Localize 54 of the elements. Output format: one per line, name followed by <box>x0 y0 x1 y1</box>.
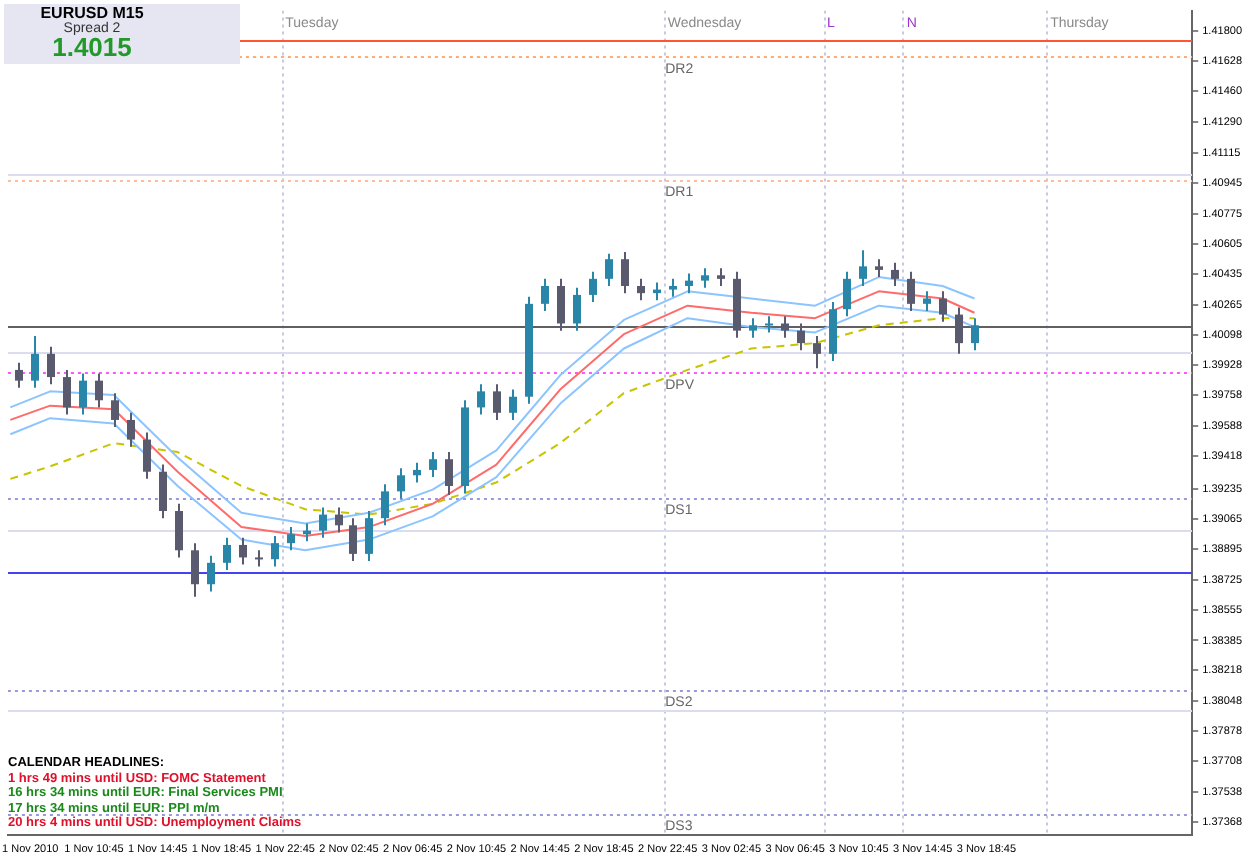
candlestick <box>541 277 549 312</box>
candlestick <box>159 463 167 520</box>
candlestick <box>939 290 947 323</box>
candlestick <box>365 510 373 563</box>
candlestick <box>955 306 963 355</box>
candlestick <box>397 467 405 500</box>
candlestick <box>191 542 199 598</box>
candlestick <box>797 322 805 352</box>
candlestick <box>31 334 39 389</box>
candlestick <box>605 252 613 287</box>
candlestick <box>477 383 485 416</box>
candlestick <box>859 249 867 287</box>
candlestick <box>127 411 135 448</box>
candlestick <box>349 517 357 563</box>
candlestick <box>207 554 215 593</box>
line-series <box>9 317 976 516</box>
candlestick <box>749 317 757 339</box>
candlestick <box>95 372 103 409</box>
candlestick <box>79 372 87 416</box>
candlestick <box>319 506 327 539</box>
candlestick <box>143 431 151 480</box>
candlestick <box>971 317 979 352</box>
candlestick <box>175 502 183 559</box>
candlestick <box>813 334 821 370</box>
candlestick <box>781 315 789 339</box>
candlestick <box>573 286 581 332</box>
candlestick <box>381 483 389 527</box>
candlestick <box>493 383 501 421</box>
candlestick <box>637 277 645 302</box>
candlestick <box>287 526 295 552</box>
candlestick <box>413 461 421 484</box>
candlestick <box>63 368 71 416</box>
candlestick <box>223 536 231 571</box>
candlestick <box>47 345 55 386</box>
candlestick <box>907 270 915 312</box>
candlestick <box>429 451 437 479</box>
candlestick <box>509 388 517 421</box>
candlestick <box>685 272 693 295</box>
candlestick <box>239 536 247 566</box>
annotation: 1.4015 <box>50 32 134 62</box>
candlestick <box>923 290 931 312</box>
candlestick <box>15 361 23 389</box>
candlestick <box>829 301 837 362</box>
candlestick <box>589 270 597 304</box>
candlestick <box>271 535 279 568</box>
candlestick <box>557 277 565 332</box>
chart-title: EURUSD M15 <box>38 4 146 22</box>
candlestick <box>445 451 453 496</box>
candlestick <box>335 506 343 534</box>
candlestick <box>891 261 899 287</box>
candlestick <box>621 251 629 295</box>
candlestick <box>843 270 851 318</box>
candlestick <box>701 267 709 289</box>
candlestick <box>111 392 119 429</box>
